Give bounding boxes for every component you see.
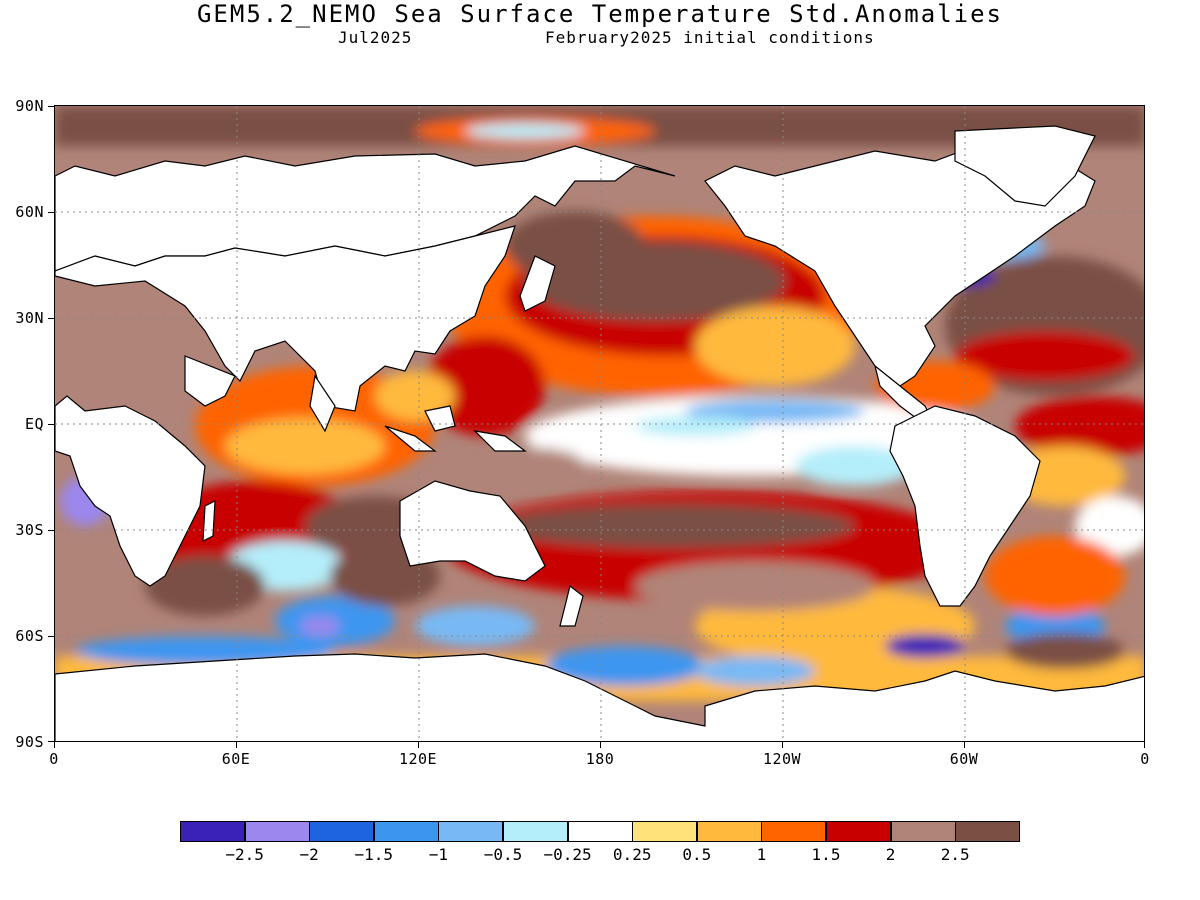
lat-tick — [48, 530, 54, 531]
colorbar-tick-label: 2 — [885, 845, 896, 864]
chart-title: GEM5.2_NEMO Sea Surface Temperature Std.… — [196, 0, 1003, 28]
anomaly-field — [55, 106, 1144, 701]
lat-tick — [48, 424, 54, 425]
colorbar-tick-label: −0.5 — [483, 845, 523, 864]
colorbar-swatch — [632, 821, 698, 842]
japan — [519, 255, 556, 312]
colorbar — [180, 821, 1021, 842]
lat-label-60n: 60N — [15, 203, 44, 221]
colorbar-tick-label: 1 — [756, 845, 767, 864]
initial-conditions-label: February2025 initial conditions — [545, 28, 875, 47]
colorbar-swatch — [180, 821, 245, 842]
colorbar-swatch — [567, 821, 633, 842]
south-america — [889, 405, 1041, 607]
africa — [55, 395, 206, 587]
lat-tick — [48, 636, 54, 637]
colorbar-tick-label: 0.5 — [682, 845, 712, 864]
antarctica — [55, 653, 1144, 741]
madagascar — [202, 500, 216, 542]
colorbar-swatch — [503, 821, 568, 842]
lat-label-90s: 90S — [15, 733, 44, 751]
lat-tick — [48, 106, 54, 107]
land-masses — [55, 125, 1144, 741]
arabia — [184, 355, 236, 407]
lon-tick — [782, 742, 783, 748]
colorbar-tick-label: −0.25 — [543, 845, 592, 864]
lat-label-90n: 90N — [15, 97, 44, 115]
lat-tick — [48, 741, 54, 742]
lon-label-0: 0 — [49, 750, 59, 768]
colorbar-swatch — [373, 821, 439, 842]
map-grid — [55, 106, 1144, 741]
colorbar-swatch — [696, 821, 762, 842]
lat-label-eq: EQ — [24, 415, 44, 433]
lon-tick — [418, 742, 419, 748]
lon-tick — [54, 742, 55, 748]
sumatra — [384, 425, 437, 452]
colorbar-tick-label: 0.25 — [612, 845, 652, 864]
australia — [399, 480, 546, 582]
colorbar-swatch — [244, 821, 310, 842]
colorbar-swatch — [955, 821, 1021, 842]
lon-label-60e: 60E — [221, 750, 251, 768]
colorbar-tick-label: −1.5 — [354, 845, 394, 864]
lon-tick — [964, 742, 965, 748]
lon-label-120w: 120W — [762, 750, 802, 768]
lon-label-60w: 60W — [949, 750, 979, 768]
lon-tick — [600, 742, 601, 748]
sst-anomaly-map — [54, 105, 1145, 742]
lat-label-30s: 30S — [15, 521, 44, 539]
lon-tick — [236, 742, 237, 748]
colorbar-tick-label: 1.5 — [811, 845, 841, 864]
lat-label-30n: 30N — [15, 309, 44, 327]
lon-label-0-end: 0 — [1140, 750, 1150, 768]
new-guinea — [473, 430, 527, 452]
colorbar-swatch — [826, 821, 891, 842]
lon-tick — [1144, 742, 1145, 748]
colorbar-tick-label: −1 — [428, 845, 449, 864]
lat-label-60s: 60S — [15, 627, 44, 645]
colorbar-swatch — [761, 821, 827, 842]
colorbar-swatch — [890, 821, 956, 842]
north-america — [704, 145, 1096, 387]
colorbar-tick-label: −2.5 — [225, 845, 264, 864]
lat-tick — [48, 318, 54, 319]
colorbar-swatch — [309, 821, 375, 842]
borneo — [424, 405, 456, 432]
valid-month-label: Jul2025 — [338, 28, 413, 47]
lat-tick — [48, 212, 54, 213]
lon-label-180: 180 — [585, 750, 615, 768]
colorbar-tick-label: 2.5 — [940, 845, 970, 864]
new-zealand — [559, 584, 584, 627]
lon-label-120e: 120E — [398, 750, 438, 768]
colorbar-tick-label: −2 — [299, 845, 319, 864]
colorbar-swatch — [438, 821, 504, 842]
map-canvas — [55, 106, 1144, 741]
india — [309, 374, 336, 433]
